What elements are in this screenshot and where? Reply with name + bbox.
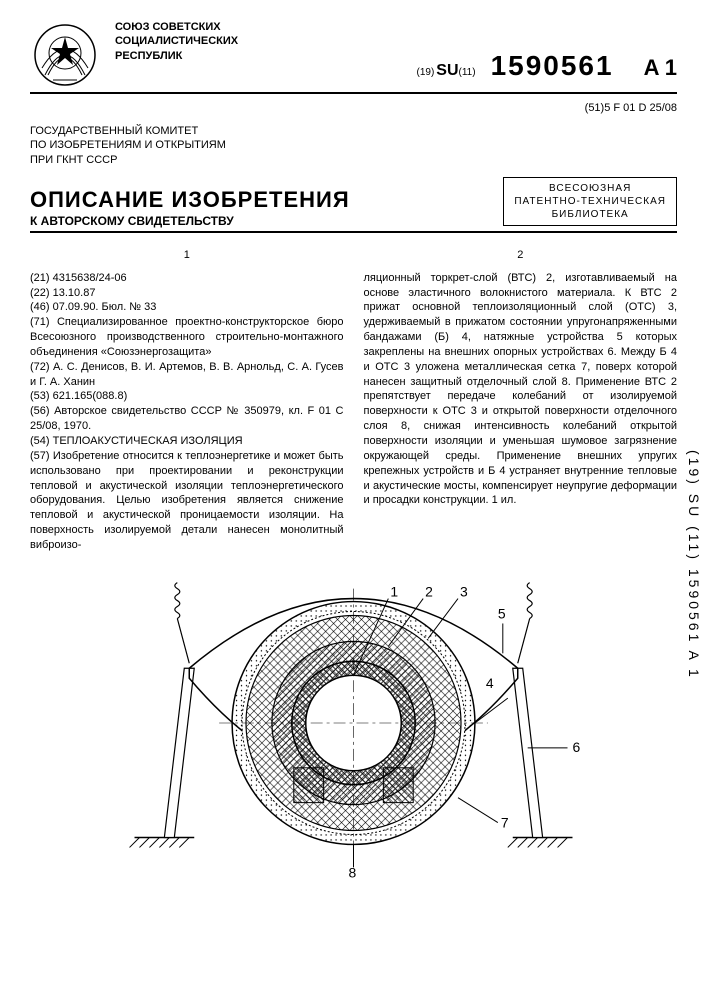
figure-label-2: 2	[425, 583, 433, 599]
col2-text: ляционный торкрет-слой (ВТС) 2, изготавл…	[364, 271, 678, 509]
country-code: SU	[436, 62, 458, 80]
patent-number: 1590561	[491, 50, 614, 82]
column-2: 2 ляционный торкрет-слой (ВТС) 2, изгота…	[364, 248, 678, 553]
classification-code: (51)5 F 01 D 25/08	[30, 102, 677, 114]
subtitle: К АВТОРСКОМУ СВИДЕТЕЛЬСТВУ	[30, 214, 483, 228]
figure-label-4: 4	[486, 675, 494, 691]
figure-label-6: 6	[572, 739, 580, 755]
body-columns: 1 (21) 4315638/24-06 (22) 13.10.87 (46) …	[30, 248, 677, 553]
page: СОЮЗ СОВЕТСКИХ СОЦИАЛИСТИЧЕСКИХ РЕСПУБЛИ…	[0, 0, 707, 1000]
col1-text: (21) 4315638/24-06 (22) 13.10.87 (46) 07…	[30, 271, 344, 553]
patent-suffix: A 1	[644, 55, 677, 81]
figure-label-3: 3	[460, 583, 468, 599]
cross-section-figure: 1 2 3 5 6 4 7 8	[30, 568, 677, 878]
committee-block: ГОСУДАРСТВЕННЫЙ КОМИТЕТ ПО ИЗОБРЕТЕНИЯМ …	[30, 124, 677, 167]
committee-line3: ПРИ ГКНТ СССР	[30, 153, 677, 167]
col1-number: 1	[30, 248, 344, 263]
title-block: ОПИСАНИЕ ИЗОБРЕТЕНИЯ К АВТОРСКОМУ СВИДЕТ…	[30, 188, 483, 228]
header-underline	[30, 92, 677, 94]
state-emblem	[30, 20, 100, 90]
committee-line1: ГОСУДАРСТВЕННЫЙ КОМИТЕТ	[30, 124, 677, 138]
org-line1: СОЮЗ СОВЕТСКИХ	[115, 20, 677, 34]
code-19: (19)	[416, 67, 434, 78]
code-11: (11)	[459, 67, 476, 78]
figure-label-5: 5	[498, 605, 506, 621]
main-title: ОПИСАНИЕ ИЗОБРЕТЕНИЯ	[30, 188, 483, 212]
stamp-line2: ПАТЕНТНО-ТЕХНИЧЕСКАЯ	[514, 195, 666, 208]
figure-label-7: 7	[501, 814, 509, 830]
title-row: ОПИСАНИЕ ИЗОБРЕТЕНИЯ К АВТОРСКОМУ СВИДЕТ…	[30, 177, 677, 233]
col2-number: 2	[364, 248, 678, 263]
figure-label-8: 8	[349, 864, 357, 878]
figure-label-1: 1	[390, 583, 398, 599]
stamp-line3: БИБЛИОТЕКА	[514, 208, 666, 221]
stamp-line1: ВСЕСОЮЗНАЯ	[514, 182, 666, 195]
library-stamp: ВСЕСОЮЗНАЯ ПАТЕНТНО-ТЕХНИЧЕСКАЯ БИБЛИОТЕ…	[503, 177, 677, 226]
column-1: 1 (21) 4315638/24-06 (22) 13.10.87 (46) …	[30, 248, 344, 553]
committee-line2: ПО ИЗОБРЕТЕНИЯМ И ОТКРЫТИЯМ	[30, 138, 677, 152]
org-line2: СОЦИАЛИСТИЧЕСКИХ	[115, 34, 677, 48]
side-patent-code: (19) SU (11) 1590561 A 1	[686, 450, 702, 680]
